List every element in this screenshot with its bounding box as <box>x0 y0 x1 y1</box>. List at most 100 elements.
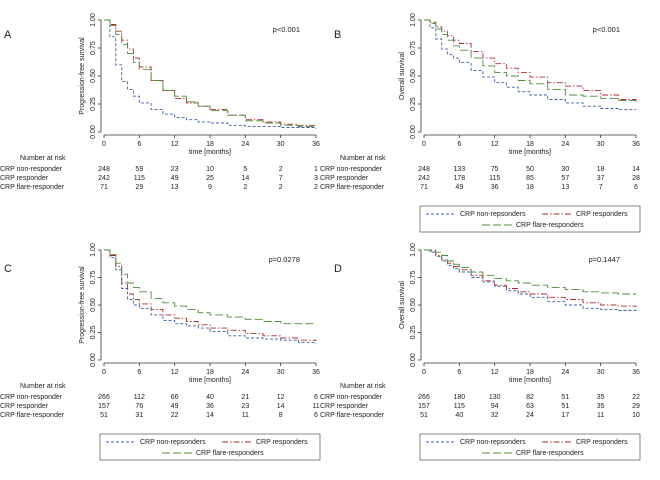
risk-count: 10 <box>632 412 640 419</box>
y-axis-label: Progression-free survival <box>79 37 86 115</box>
x-tick-label: 0 <box>102 369 106 376</box>
risk-count: 8 <box>279 412 283 419</box>
risk-count: 40 <box>206 394 214 401</box>
risk-count: 115 <box>454 403 465 410</box>
x-tick-label: 18 <box>526 141 534 148</box>
risk-count: 36 <box>206 403 214 410</box>
legend-label: CRP non-repsonders <box>460 439 526 446</box>
panel-c: C 0.00 0.25 0.50 0.75 1.00 0 6 12 18 24 30 36 Progres… <box>0 243 321 461</box>
x-tick-label: 30 <box>597 369 605 376</box>
risk-count: 29 <box>632 403 640 410</box>
legend-label: CRP responders <box>576 211 628 218</box>
risk-count: 28 <box>632 175 640 182</box>
risk-count: 71 <box>420 184 428 191</box>
risk-count: 14 <box>241 175 249 182</box>
y-tick-label: 0.75 <box>410 41 417 55</box>
y-tick-label: 0.00 <box>410 353 417 367</box>
risk-row-label: CRP responder <box>0 403 49 410</box>
risk-count: 14 <box>277 403 285 410</box>
y-tick-label: 0.50 <box>90 69 97 83</box>
risk-count: 22 <box>171 412 179 419</box>
legend-label: CRP flare-responders <box>196 450 264 457</box>
y-tick-label: 0.50 <box>410 298 417 312</box>
risk-table-header: Number at risk <box>20 155 66 162</box>
risk-count: 23 <box>241 403 249 410</box>
risk-count: 59 <box>135 166 143 173</box>
x-tick-label: 0 <box>422 141 426 148</box>
risk-count: 50 <box>526 166 534 173</box>
panel-letter: A <box>4 29 12 41</box>
y-axis-label: Progression-free survival <box>79 266 86 344</box>
risk-count: 115 <box>134 175 145 182</box>
risk-count: 23 <box>171 166 179 173</box>
risk-count: 51 <box>420 412 428 419</box>
risk-count: 51 <box>100 412 108 419</box>
y-axis-label: Overall survival <box>399 52 406 100</box>
risk-count: 13 <box>561 184 569 191</box>
risk-count: 32 <box>491 412 499 419</box>
risk-count: 242 <box>418 175 430 182</box>
legend-label: CRP flare-responders <box>516 222 584 229</box>
risk-count: 6 <box>314 412 318 419</box>
risk-count: 14 <box>632 166 640 173</box>
risk-row-label: CRP non-responder <box>0 166 63 173</box>
y-tick-label: 1.00 <box>90 243 97 257</box>
risk-row-label: CRP responder <box>320 175 369 182</box>
x-tick-label: 18 <box>206 369 214 376</box>
x-tick-label: 36 <box>632 141 640 148</box>
risk-count: 6 <box>634 184 638 191</box>
risk-row-label: CRP non-responder <box>0 394 63 401</box>
risk-count: 24 <box>526 412 534 419</box>
risk-count: 49 <box>171 175 179 182</box>
risk-row-label: CRP non-responder <box>320 394 383 401</box>
legend-box <box>99 433 321 461</box>
risk-row-label: CRP responder <box>320 403 369 410</box>
risk-table-header: Number at risk <box>20 383 66 390</box>
series-line-2 <box>104 249 317 342</box>
risk-count: 94 <box>491 403 499 410</box>
risk-count: 11 <box>312 403 319 410</box>
y-tick-label: 0.75 <box>410 271 417 285</box>
x-axis-label: time [months] <box>509 377 551 384</box>
x-tick-label: 12 <box>491 369 499 376</box>
risk-count: 10 <box>206 166 214 173</box>
y-tick-label: 0.00 <box>90 353 97 367</box>
x-tick-label: 36 <box>312 141 320 148</box>
risk-count: 51 <box>561 394 569 401</box>
risk-count: 57 <box>561 175 569 182</box>
risk-count: 157 <box>418 403 430 410</box>
y-tick-label: 0.25 <box>90 326 97 340</box>
legend-box <box>419 433 641 461</box>
legend-label: CRP responders <box>256 439 308 446</box>
risk-count: 71 <box>100 184 108 191</box>
risk-count: 248 <box>418 166 430 173</box>
p-value: p<0.001 <box>593 25 620 34</box>
risk-count: 22 <box>632 394 640 401</box>
risk-count: 76 <box>135 403 143 410</box>
panel-b: B 0.00 0.25 0.50 0.75 1.00 0 6 12 18 24 30 36 Overall… <box>320 13 641 233</box>
series-line-1 <box>424 249 637 312</box>
risk-count: 2 <box>314 184 318 191</box>
risk-count: 266 <box>98 394 110 401</box>
x-tick-label: 12 <box>491 141 499 148</box>
x-tick-label: 36 <box>632 369 640 376</box>
x-axis-label: time [months] <box>509 149 551 156</box>
legend-label: CRP non-repsonders <box>460 211 526 218</box>
panel-a: A0.000.250.500.751.000 6 12 18 24 30 36Progres… <box>0 13 320 191</box>
risk-count: 133 <box>453 166 465 173</box>
risk-table-header: Number at risk <box>340 383 386 390</box>
risk-count: 7 <box>279 175 283 182</box>
risk-count: 18 <box>597 166 605 173</box>
x-tick-label: 6 <box>457 141 461 148</box>
risk-count: 248 <box>98 166 110 173</box>
panel-letter: B <box>334 29 341 41</box>
risk-count: 82 <box>526 394 534 401</box>
risk-count: 31 <box>135 412 143 419</box>
risk-row-label: CRP responder <box>0 175 49 182</box>
risk-count: 12 <box>277 394 285 401</box>
risk-count: 18 <box>526 184 534 191</box>
risk-count: 63 <box>526 403 534 410</box>
series-line-2 <box>104 19 317 127</box>
x-tick-label: 24 <box>561 369 569 376</box>
